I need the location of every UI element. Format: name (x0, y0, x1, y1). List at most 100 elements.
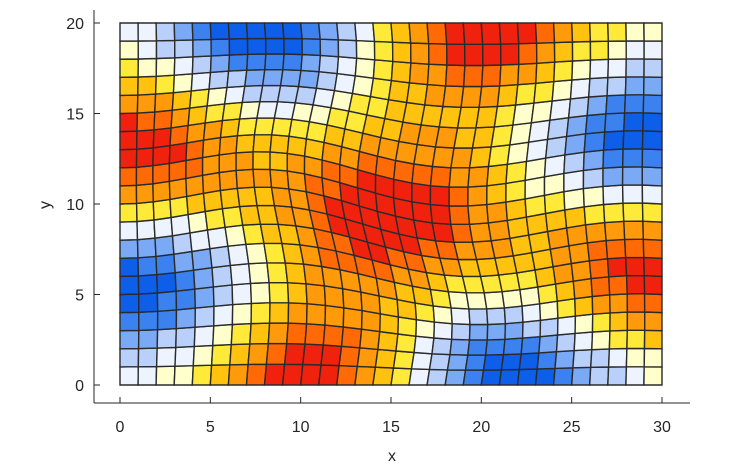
mesh-cell (119, 293, 140, 314)
mesh-cell (483, 290, 506, 310)
mesh-cell (231, 302, 253, 326)
mesh-cell (467, 185, 488, 207)
mesh-cell (246, 53, 267, 71)
mesh-cell (462, 22, 484, 45)
mesh-cell (252, 168, 273, 189)
mesh-cell (269, 134, 290, 155)
mesh-cell (154, 91, 175, 113)
mesh-cell (135, 129, 155, 150)
mesh-cell (395, 333, 417, 354)
mesh-cell (584, 113, 607, 135)
mesh-cell (155, 39, 176, 60)
mesh-cell (322, 324, 345, 348)
mesh-cell (571, 59, 592, 81)
mesh-cell (504, 321, 524, 341)
y-tick-label: 0 (75, 378, 84, 395)
mesh-cell (305, 302, 327, 326)
mesh-cell (152, 180, 171, 203)
mesh-cell (263, 363, 286, 386)
mesh-cell (449, 338, 471, 356)
mesh-cell (583, 131, 606, 153)
mesh-cell (266, 262, 289, 284)
mesh-cell (447, 290, 470, 310)
mesh-cell (506, 141, 530, 166)
mesh-cell (390, 367, 413, 386)
mesh-cell (191, 364, 213, 386)
mesh-cell (428, 353, 451, 371)
mesh-cell (136, 219, 156, 241)
y-tick-label: 10 (66, 197, 84, 214)
mesh-cell (431, 337, 453, 356)
mesh-cell (175, 307, 197, 330)
mesh-cell (286, 135, 308, 157)
mesh-cell (269, 168, 290, 190)
mesh-cell (467, 165, 490, 188)
mesh-cell (304, 323, 326, 346)
mesh-cell (119, 257, 140, 278)
mesh-cell (590, 276, 611, 298)
mesh-cell (372, 59, 394, 82)
mesh-cell (153, 109, 174, 131)
mesh-cell (450, 147, 474, 169)
mesh-cell (626, 311, 646, 331)
mesh-cell (246, 37, 267, 56)
mesh-cell (192, 266, 215, 290)
mesh-cell (119, 366, 140, 386)
mesh-cell (411, 163, 434, 187)
mesh-cell (137, 365, 158, 386)
mesh-cell (602, 130, 625, 151)
mesh-cell (245, 22, 267, 40)
mesh-cell (478, 85, 501, 109)
mesh-cell (554, 349, 575, 370)
mesh-cell (463, 43, 484, 67)
mesh-cell (621, 184, 644, 204)
mesh-cell (156, 327, 178, 349)
mesh-cell (641, 166, 663, 187)
mesh-cell (135, 147, 155, 169)
mesh-cell (249, 322, 271, 345)
mesh-cell (137, 22, 158, 42)
mesh-cell (591, 330, 611, 351)
mesh-cell (201, 171, 222, 195)
mesh-cell (643, 293, 663, 314)
mesh-cell (119, 148, 138, 169)
mesh-cell (252, 151, 271, 171)
mesh-cell (486, 182, 507, 206)
mesh-cell (336, 364, 359, 386)
mesh-cell (337, 39, 358, 59)
mesh-cell (408, 62, 430, 86)
mesh-cell (209, 54, 231, 74)
mesh-cell (320, 344, 343, 367)
mesh-cell (607, 40, 627, 61)
mesh-cell (245, 363, 268, 386)
mesh-cell (408, 22, 430, 45)
mesh-cell (410, 351, 433, 371)
mesh-cell (468, 146, 493, 169)
mesh-cell (174, 345, 196, 367)
mesh-cell (169, 124, 189, 147)
mesh-cell (268, 281, 290, 304)
mesh-cell (584, 221, 607, 244)
mesh-cell (187, 105, 208, 127)
mesh-cell (607, 366, 628, 386)
mesh-cell (606, 76, 627, 97)
y-tick-label: 20 (66, 16, 84, 33)
mesh-cell (336, 22, 358, 42)
mesh-cell (302, 343, 325, 366)
mesh-cell (391, 41, 412, 64)
mesh-cell (608, 274, 628, 296)
mesh-cell (372, 22, 394, 43)
mesh-cell (462, 369, 485, 386)
mesh-cell (319, 38, 340, 58)
mesh-cell (338, 345, 361, 368)
mesh-cell (586, 94, 608, 117)
mesh-cell (582, 167, 604, 190)
mesh-cell (119, 275, 140, 296)
mesh-cell (623, 94, 645, 114)
mesh-cell (155, 57, 176, 78)
mesh-cell (521, 303, 542, 323)
mesh-cell (211, 264, 233, 288)
mesh-cell (236, 186, 258, 208)
mesh-cell (119, 311, 140, 332)
mesh-cell (218, 152, 237, 174)
